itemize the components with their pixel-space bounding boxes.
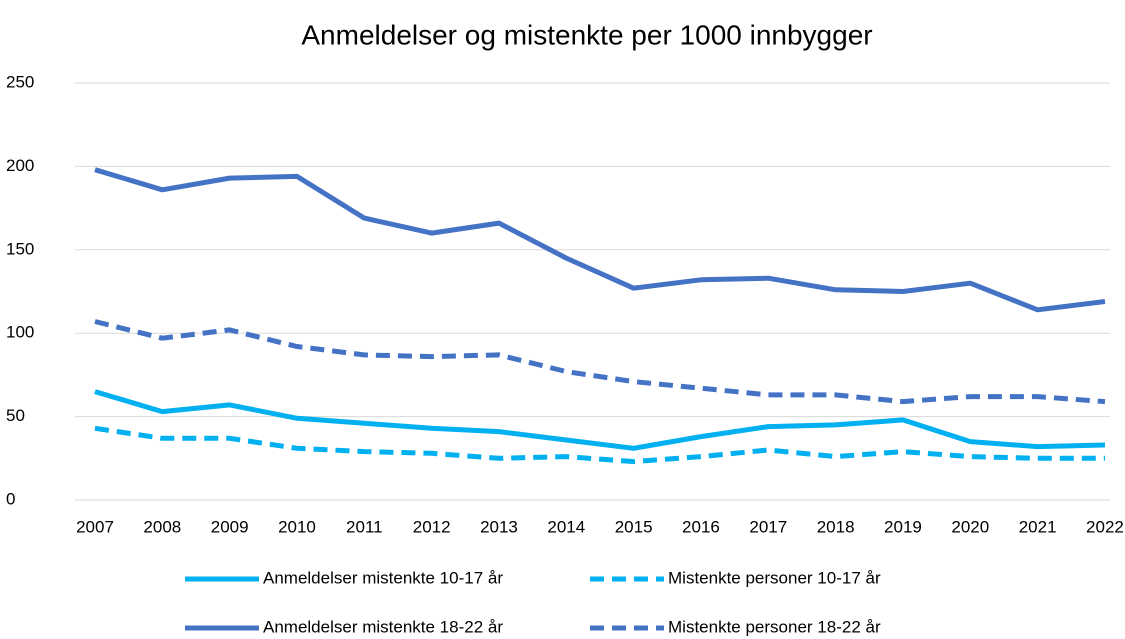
line-series [94,389,1106,451]
y-tick-label: 50 [6,406,25,425]
legend-label: Mistenkte personer 10-17 år [668,568,881,587]
x-tick-label: 2019 [884,517,922,536]
legend-label: Mistenkte personer 18-22 år [668,617,881,636]
x-tick-label: 2016 [682,517,720,536]
chart-title: Anmeldelser og mistenkte per 1000 innbyg… [301,19,872,50]
y-tick-label: 100 [6,323,34,342]
x-tick-label: 2017 [749,517,787,536]
x-tick-label: 2022 [1086,517,1124,536]
x-tick-label: 2014 [547,517,585,536]
x-tick-label: 2012 [413,517,451,536]
x-tick-label: 2007 [76,517,114,536]
x-tick-label: 2020 [951,517,989,536]
y-tick-label: 0 [6,489,15,508]
y-tick-label: 150 [6,239,34,258]
legend-label: Anmeldelser mistenkte 18-22 år [263,617,503,636]
x-tick-label: 2021 [1019,517,1057,536]
x-tick-label: 2008 [143,517,181,536]
x-tick-label: 2009 [211,517,249,536]
legend-label: Anmeldelser mistenkte 10-17 år [263,568,503,587]
y-tick-label: 200 [6,156,34,175]
x-tick-label: 2013 [480,517,518,536]
line-series [94,319,1106,405]
x-tick-label: 2015 [615,517,653,536]
x-tick-label: 2018 [817,517,855,536]
y-tick-label: 250 [6,72,34,91]
x-tick-label: 2011 [346,517,383,536]
line-series [94,425,1105,465]
line-series [94,167,1106,313]
x-tick-label: 2010 [278,517,316,536]
